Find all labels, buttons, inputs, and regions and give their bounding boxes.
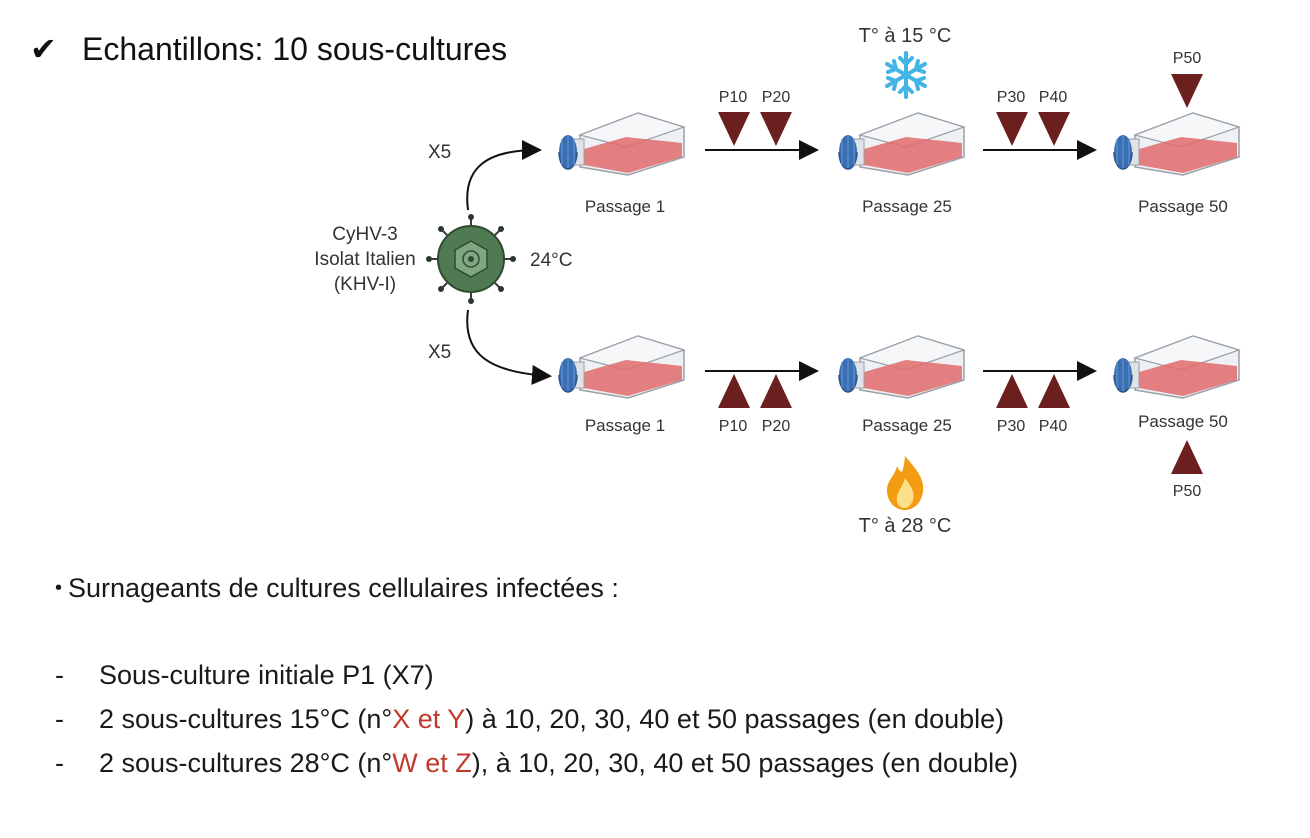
marker-label: P20 [762,418,791,435]
list-dash: - [55,704,64,734]
marker-label-end: P50 [1173,50,1202,67]
bullet-dot: • [55,577,63,599]
branch-arrow-top [466,140,542,211]
branch-multiplier-bottom: X5 [428,342,451,363]
marker-label: P10 [719,418,748,435]
list-dash: - [55,660,64,690]
passage-label: Passage 1 [585,197,665,216]
passage-label: Passage 50 [1138,197,1228,216]
passage-label: Passage 50 [1138,412,1228,431]
passage-label: Passage 1 [585,416,665,435]
list-item-text: Sous-culture initiale P1 (X7) [99,660,434,690]
marker-label: P40 [1039,418,1068,435]
flask-top-1 [558,112,685,176]
snowflake-icon [885,51,927,99]
marker-triangle-down [718,112,750,146]
marker-triangle-down [760,112,792,146]
marker-label: P30 [997,89,1026,106]
marker-label-end: P50 [1173,483,1202,500]
passage-diagram: CyHV-3 Isolat Italien (KHV-I) 24°C X5 X5… [314,25,1240,537]
flame-icon [887,456,924,510]
marker-triangle-down [1171,74,1203,108]
top-temperature: T° à 15 °C [859,25,952,47]
list-item-highlight: X et Y [392,704,466,734]
check-icon: ✔ [30,31,57,67]
virus-icon [426,214,516,304]
list-item: - 2 sous-cultures 15°C (n°X et Y) à 10, 2… [55,704,1018,748]
slide-title-text: Echantillons: 10 sous-cultures [82,31,508,67]
virus-label: CyHV-3 Isolat Italien (KHV-I) [314,224,415,295]
list-item-text: ) à 10, 20, 30, 40 et 50 passages (en do… [465,704,1005,734]
marker-triangle-up [718,374,750,408]
passage-label: Passage 25 [862,416,952,435]
bottom-temperature: T° à 28 °C [859,515,952,537]
list-item-highlight: W et Z [392,748,472,778]
list-item-text: 2 sous-cultures 15°C (n° [99,704,393,734]
list-item: - 2 sous-cultures 28°C (n°W et Z), à 10, … [55,748,1018,792]
branch-arrow-bottom [466,309,552,385]
marker-label: P40 [1039,89,1068,106]
flask-bottom-1 [558,335,685,399]
marker-label: P10 [719,89,748,106]
marker-triangle-up [996,374,1028,408]
marker-triangle-up [1171,440,1203,474]
list-dash: - [55,748,64,778]
slide-title: ✔ Echantillons: 10 sous-cultures [30,30,507,68]
marker-triangle-up [760,374,792,408]
marker-label: P20 [762,89,791,106]
virus-label-line: CyHV-3 [332,224,397,245]
list-item: - Sous-culture initiale P1 (X7) [55,660,1018,704]
virus-label-line: (KHV-I) [334,274,396,295]
marker-triangle-down [1038,112,1070,146]
flask-top-2 [838,112,965,176]
list-item-text: 2 sous-cultures 28°C (n° [99,748,393,778]
marker-triangle-down [996,112,1028,146]
passage-label: Passage 25 [862,197,952,216]
virus-label-line: Isolat Italien [314,249,415,270]
bullet-heading: • Surnageants de cultures cellulaires inf… [55,573,619,604]
virus-temperature: 24°C [530,250,572,271]
marker-label: P30 [997,418,1026,435]
sample-list: - Sous-culture initiale P1 (X7) - 2 sous-c… [55,660,1018,792]
flask-bottom-2 [838,335,965,399]
flask-bottom-3 [1113,335,1240,399]
marker-triangle-up [1038,374,1070,408]
bullet-text: Surnageants de cultures cellulaires infe… [68,573,619,603]
list-item-text: ), à 10, 20, 30, 40 et 50 passages (en d… [471,748,1019,778]
flask-top-3 [1113,112,1240,176]
branch-multiplier-top: X5 [428,142,451,163]
